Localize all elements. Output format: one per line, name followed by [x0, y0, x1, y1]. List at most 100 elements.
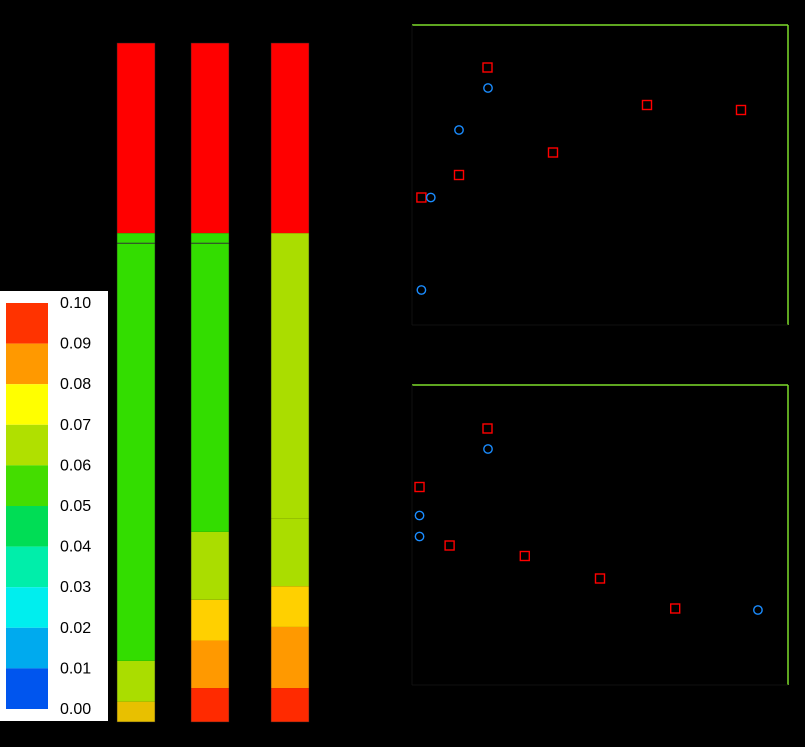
column-3-zone: [271, 233, 309, 519]
chart-1: 0.04 0.06 0.08 0.10 0 10 20 30 40 Pressure (P, ba…: [340, 18, 795, 361]
column-title-1: 1 bar: [114, 12, 156, 32]
column-2: [190, 42, 230, 723]
legend-label: CFD-PBM results (This study): [506, 402, 665, 416]
data-point-circle: [753, 605, 763, 615]
colorbar-tick-label: 0.05: [60, 498, 91, 515]
column-2-zone: [191, 233, 229, 532]
chart-2: 1.0 1.5 2.0 2.5 3.0 0 10 20 30 40 50 Pressure (P, b…: [340, 378, 795, 721]
column-outline: [270, 42, 310, 723]
data-point-square: [641, 99, 653, 111]
column-3-zone: [271, 43, 309, 234]
x-tick-label: 30: [631, 684, 645, 698]
data-point-square: [414, 481, 425, 493]
legend-square-marker: [482, 62, 493, 73]
data-point-circle: [416, 285, 427, 295]
colorbar-tick-label: 0.03: [60, 579, 91, 596]
data-point-square: [670, 603, 681, 614]
colorbar-tick-label: 0.02: [60, 620, 91, 637]
legend-circle-marker: [483, 83, 493, 93]
x-tick-label: 20: [556, 684, 570, 698]
colorbar-tick-label: 0.08: [60, 376, 91, 393]
colorbar-swatch: [6, 668, 48, 709]
column-3-zone: [271, 626, 309, 689]
column-2-zone: [191, 531, 229, 600]
legend-circle-marker: [483, 444, 493, 454]
y-axis-label: Gas holdup (εg): [340, 129, 355, 221]
column-3-zone: [271, 688, 309, 722]
y-tick-label: 2.5: [381, 453, 398, 467]
y-tick-label: 0.04: [375, 318, 399, 332]
column-1: [116, 42, 156, 723]
y-tick-label: 2.0: [381, 528, 398, 542]
colorbar-tick-label: 0.04: [60, 539, 91, 556]
x-tick-label: 30: [687, 324, 701, 338]
y-tick-label: 0.06: [375, 218, 399, 232]
column-title-3: 35 bar: [265, 12, 317, 32]
column-title-2: 15 bar: [185, 12, 237, 32]
legend-label: CFD-PBM results (This study): [506, 41, 665, 55]
data-point-square: [547, 147, 559, 158]
x-tick-label: 20: [593, 324, 607, 338]
y-tick-label: 1.0: [381, 678, 398, 692]
data-point-circle: [454, 125, 464, 135]
data-point-circle: [425, 192, 436, 203]
data-point-square: [444, 540, 455, 551]
column-1-zone: [117, 660, 155, 702]
legend-label: Experimental data (This study): [506, 422, 669, 436]
colorbar-swatch: [6, 587, 48, 628]
column-3-zone: [271, 586, 309, 627]
legend-label: Experimental data (Behkish et al., 2006): [506, 81, 719, 95]
x-axis-label: Pressure (P, bar): [551, 706, 648, 721]
column-outline: [116, 42, 156, 723]
colorbar-swatch: [6, 303, 48, 344]
data-point-square: [453, 169, 465, 181]
colorbar-swatch: [6, 465, 48, 506]
y-tick-label: 1.5: [381, 603, 398, 617]
x-tick-label: 10: [499, 324, 513, 338]
column-2-zone: [191, 599, 229, 641]
data-point-square: [519, 550, 530, 562]
colorbar-swatch: [6, 343, 48, 385]
legend-square-marker: [482, 423, 493, 434]
data-point-square: [735, 104, 747, 116]
colorbar-tick-label: 0.10: [60, 295, 91, 312]
data-point-square: [416, 192, 427, 203]
x-tick-label: 0: [409, 324, 416, 338]
colorbar-swatch: [6, 627, 48, 669]
y-axis-label: Sauter mean diameter (d₃₂, mm): [340, 441, 355, 628]
column-1-zone: [117, 701, 155, 722]
column-3-zone: [271, 518, 309, 587]
x-axis-label: Pressure (P, bar): [551, 346, 648, 361]
column-3: [270, 42, 310, 723]
column-2-zone: [191, 640, 229, 689]
data-point-circle: [414, 531, 425, 542]
data-point-circle: [414, 510, 425, 521]
colorbar: 0.10 0.09 0.08 0.07 0.06 0.05 0.04 0.03 0.02 0.01…: [0, 291, 108, 721]
x-tick-label: 10: [481, 684, 495, 698]
x-tick-label: 50: [781, 684, 795, 698]
x-tick-label: 40: [781, 324, 795, 338]
colorbar-tick-label: 0.00: [60, 701, 91, 718]
column-2-zone: [191, 688, 229, 722]
colorbar-swatch: [6, 546, 48, 588]
x-tick-label: 0: [409, 684, 416, 698]
column-1-zone: [117, 43, 155, 234]
y-tick-label: 3.0: [381, 378, 398, 392]
y-tick-label: 0.08: [375, 118, 399, 132]
colorbar-swatch: [6, 424, 48, 466]
column-2-zone: [191, 43, 229, 234]
colorbar-tick-label: 0.09: [60, 336, 91, 353]
colorbar-swatch: [6, 506, 48, 547]
colorbar-tick-label: 0.06: [60, 457, 91, 474]
y-tick-label: 0.10: [375, 18, 399, 32]
legend-label: Experimental data (Behkish et al., 2006): [506, 442, 719, 456]
data-point-square: [594, 573, 606, 584]
x-tick-label: 40: [706, 684, 720, 698]
legend-label: Experimental data (This study): [506, 61, 669, 75]
colorbar-tick-label: 0.01: [60, 660, 91, 677]
colorbar-tick-label: 0.07: [60, 417, 91, 434]
column-outline: [190, 42, 230, 723]
